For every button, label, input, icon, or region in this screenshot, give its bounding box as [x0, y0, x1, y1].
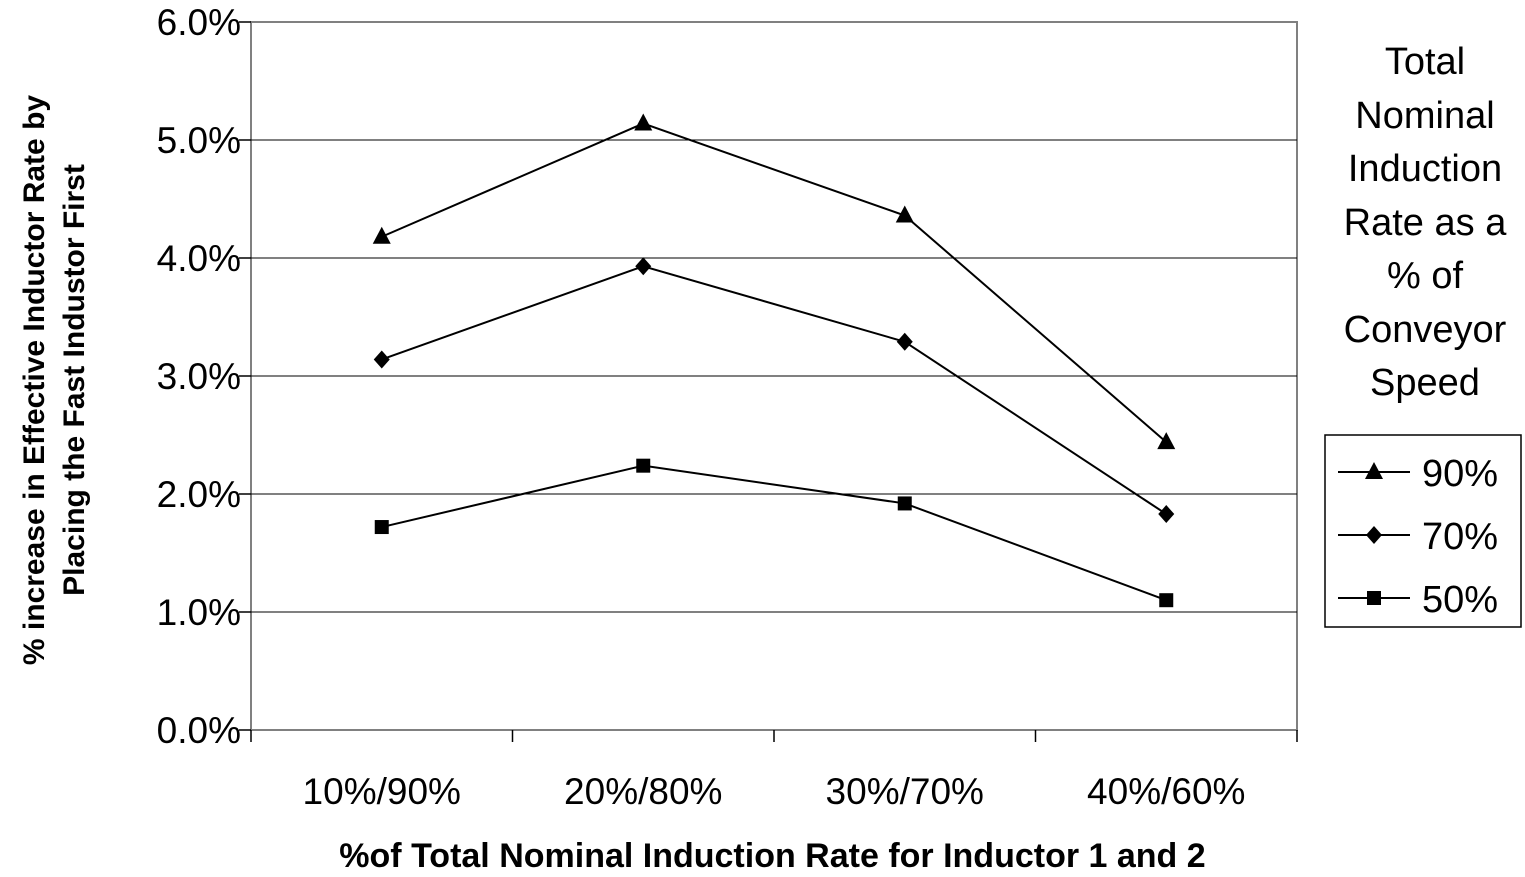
y-tick-label: 3.0% — [157, 356, 241, 397]
legend: 90% 70% 50% — [1324, 434, 1522, 628]
legend-marker — [1366, 526, 1382, 544]
y-axis-label-wrap: % increase in Effective Inductor Rate by… — [0, 0, 110, 760]
x-tick-label: 20%/80% — [564, 771, 722, 812]
data-point — [1158, 505, 1175, 524]
x-tick-label: 30%/70% — [826, 771, 984, 812]
x-tick-label: 40%/60% — [1087, 771, 1245, 812]
legend-title: Total Nominal Induction Rate as a % of C… — [1343, 41, 1507, 404]
y-tick-label: 6.0% — [157, 2, 241, 43]
legend-entry: 90% — [1338, 453, 1498, 495]
data-point — [897, 496, 912, 511]
gridlines — [251, 139, 1297, 613]
legend-label: 90% — [1422, 453, 1498, 495]
data-point — [373, 350, 390, 369]
legend-label: 50% — [1422, 579, 1498, 621]
legend-box — [1324, 434, 1522, 628]
y-tick-label: 5.0% — [157, 120, 241, 161]
data-point — [636, 458, 651, 473]
y-tick-label: 1.0% — [157, 592, 241, 633]
y-axis-ticks: 0.0% 1.0% 2.0% 3.0% 4.0% 5.0% 6.0% — [157, 2, 251, 751]
data-point — [895, 205, 914, 223]
y-tick-label: 0.0% — [157, 710, 241, 751]
y-tick-label: 2.0% — [157, 474, 241, 515]
series-70% — [373, 257, 1175, 524]
y-tick-label: 4.0% — [157, 238, 241, 279]
series-line — [381, 265, 1167, 515]
data-series — [372, 113, 1176, 608]
series-90% — [372, 113, 1176, 450]
data-point — [374, 520, 389, 535]
data-point — [896, 332, 913, 351]
series-line — [381, 464, 1167, 602]
x-axis-ticks: 10%/90% 20%/80% 30%/70% 40%/60% — [250, 730, 1298, 812]
legend-entry: 50% — [1338, 579, 1498, 621]
data-point — [1159, 593, 1174, 608]
legend-entry: 70% — [1338, 516, 1498, 558]
legend-label: 70% — [1422, 516, 1498, 558]
series-50% — [374, 458, 1174, 608]
data-point — [635, 257, 652, 276]
data-point — [634, 113, 653, 131]
y-axis-label: % increase in Effective Inductor Rate by… — [18, 94, 91, 666]
x-tick-label: 10%/90% — [303, 771, 461, 812]
series-line — [381, 122, 1167, 443]
data-point — [372, 226, 391, 244]
legend-marker — [1365, 462, 1383, 479]
x-axis-label: %of Total Nominal Induction Rate for Ind… — [339, 837, 1206, 875]
legend-marker — [1367, 591, 1381, 605]
data-point — [1157, 432, 1176, 450]
